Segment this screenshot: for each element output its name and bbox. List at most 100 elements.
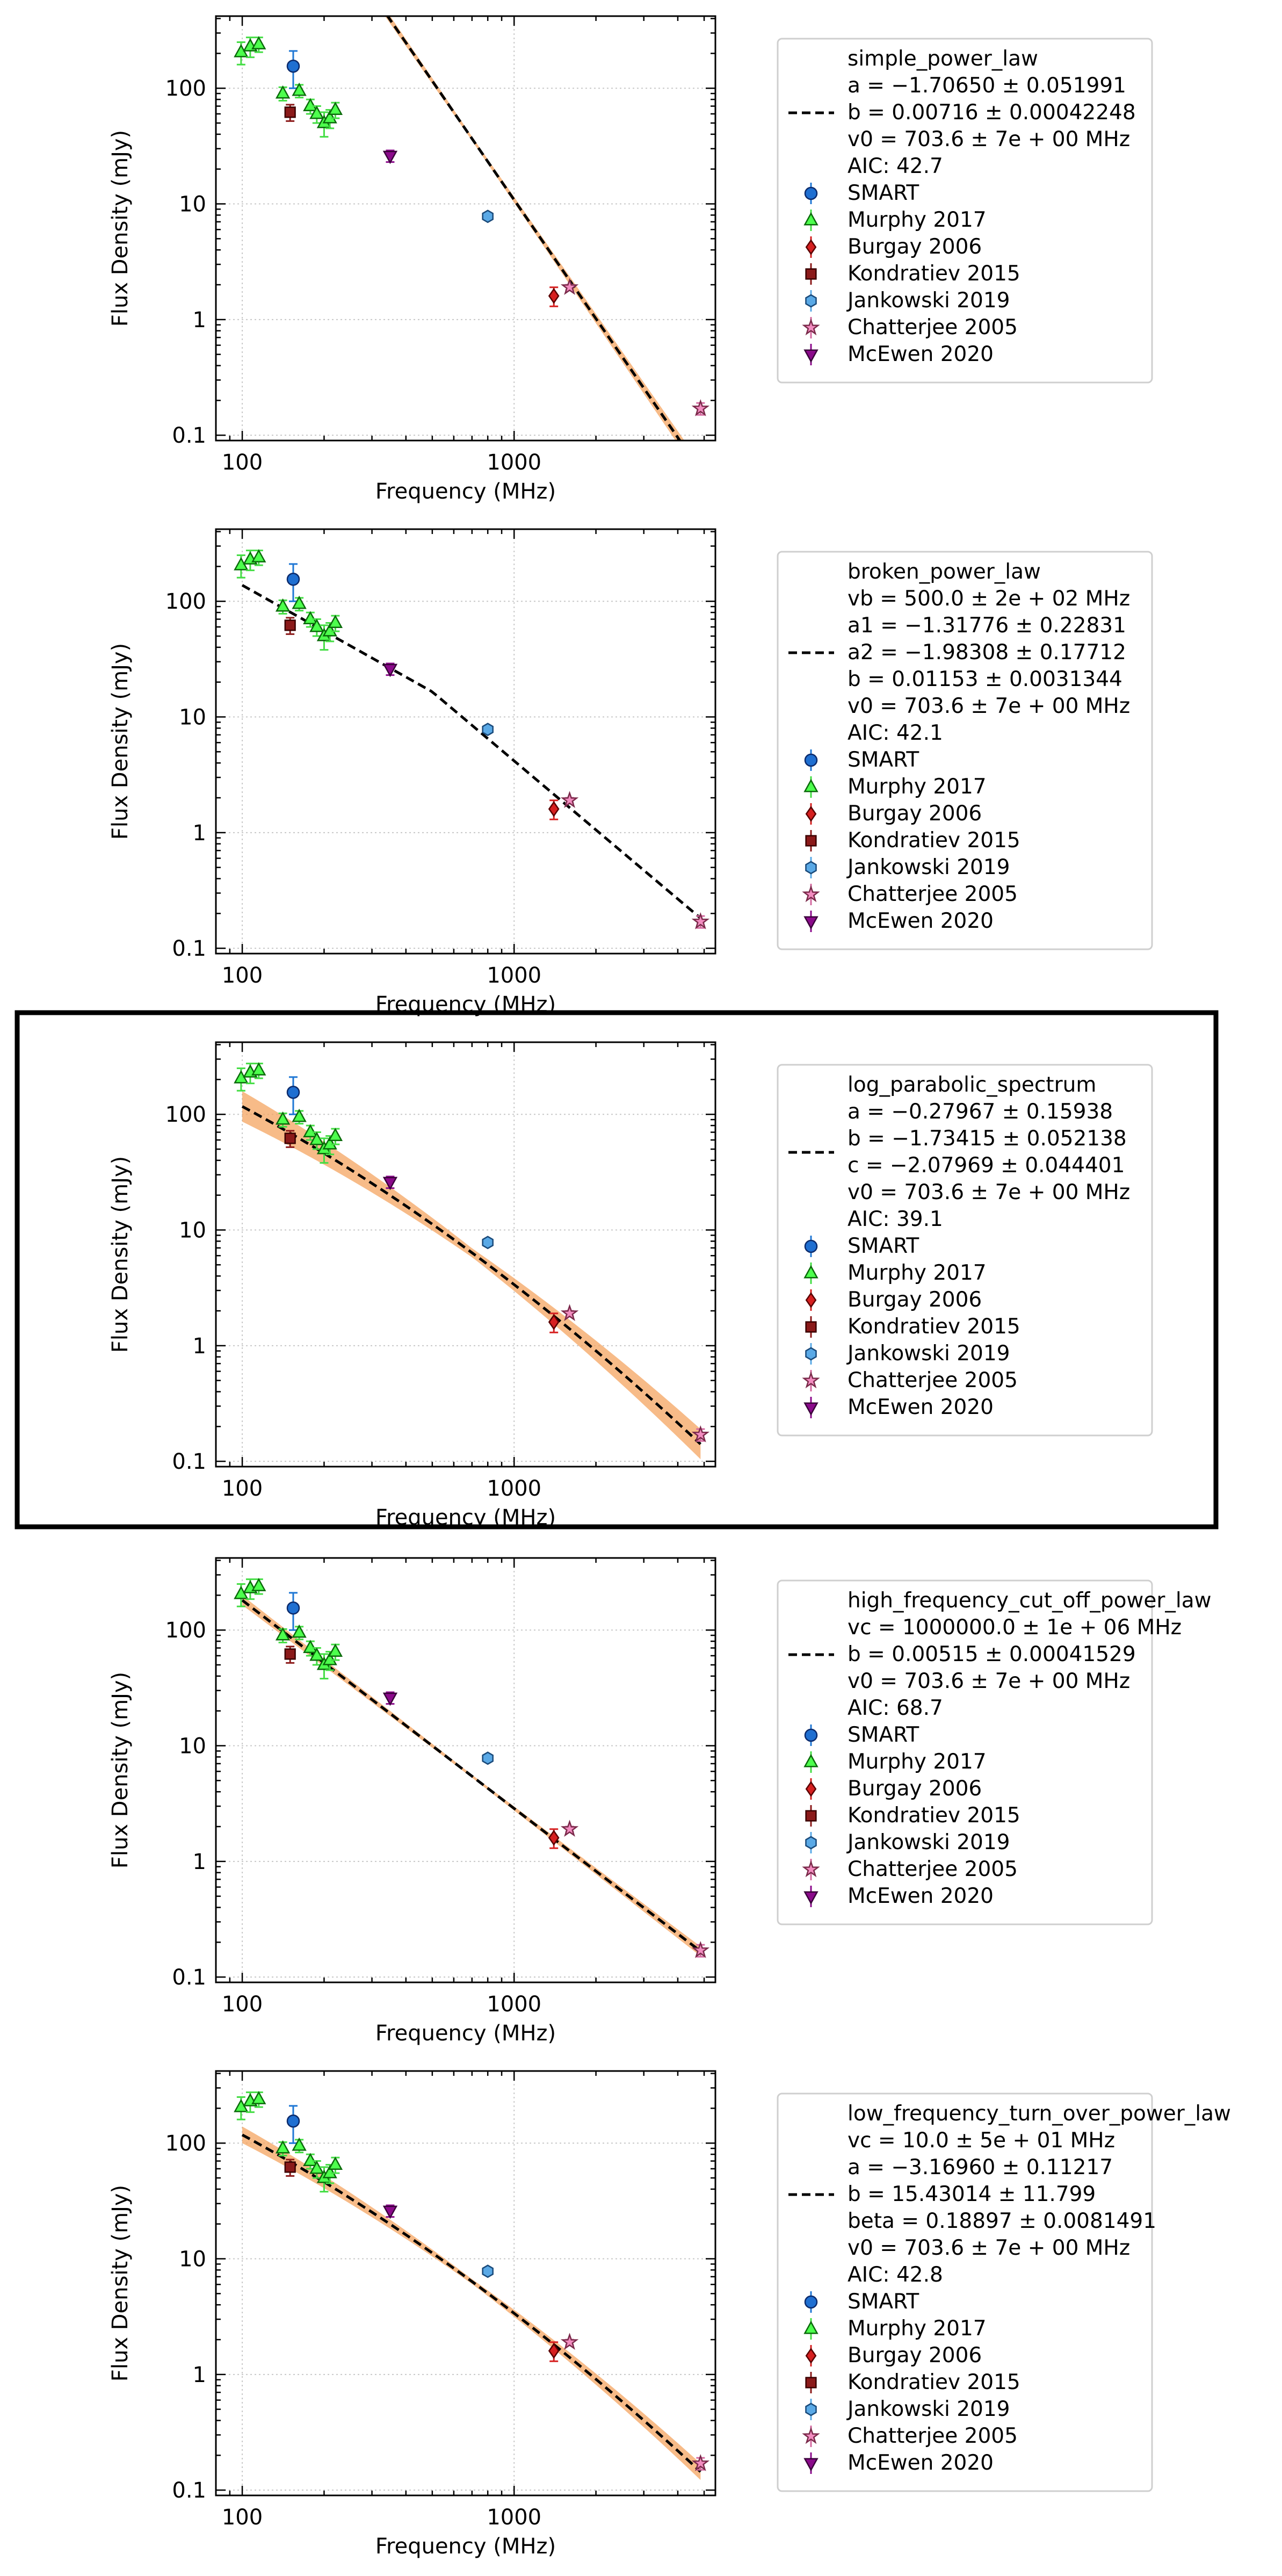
y-tick-label: 100 [165,76,206,101]
legend-entry-label: Jankowski 2019 [846,288,1010,313]
legend-fit-text: AIC: 42.1 [848,721,943,745]
legend-entry-label: McEwen 2020 [848,2451,994,2475]
legend-entry-label: McEwen 2020 [848,342,994,366]
data-point [322,2164,337,2178]
fit-uncertainty-band [385,16,685,441]
y-axis-label: Flux Density (mJy) [108,130,133,327]
data-point [303,1640,318,1654]
legend-entry-label: Murphy 2017 [848,775,987,799]
data-point [284,2161,296,2173]
legend-marker [805,806,817,822]
legend-marker [805,2402,817,2416]
data-point [548,1830,560,1846]
data-point [286,572,300,586]
legend-entry-label: McEwen 2020 [848,1884,994,1908]
y-tick-label: 10 [179,1218,206,1243]
x-tick-label: 1000 [487,963,541,988]
y-tick-label: 10 [179,705,206,730]
data-point [691,399,710,416]
data-point [322,1651,337,1665]
legend-marker [805,239,817,255]
legend-marker [805,1347,817,1361]
legend-fit-text: a = −0.27967 ± 0.15938 [848,1100,1113,1124]
data-point [292,82,307,96]
data-point [251,549,266,562]
y-axis-label: Flux Density (mJy) [108,2185,133,2382]
legend-entry-label: SMART [848,2290,919,2314]
x-tick-label: 1000 [487,450,541,475]
x-axis-label: Frequency (MHz) [375,479,556,504]
legend-box [777,38,1153,384]
legend-marker [803,1265,819,1279]
legend-box [777,1579,1153,1925]
legend-marker [804,186,818,200]
legend-marker [803,778,819,792]
data-point [275,85,291,99]
x-axis-label: Frequency (MHz) [375,2021,556,2046]
legend-fit-text: v0 = 703.6 ± 7e + 00 MHz [848,694,1130,718]
data-point [382,1177,398,1190]
data-point [251,1578,266,1591]
legend-fit-text: log_parabolic_spectrum [848,1073,1096,1097]
legend-fit-text: vb = 500.0 ± 2e + 02 MHz [848,587,1130,611]
axes-frame [215,2070,716,2496]
data-point [328,1643,343,1657]
data-point [303,98,318,112]
data-point [548,2343,560,2359]
legend-entry-label: Jankowski 2019 [846,1830,1010,1855]
legend-marker [805,835,817,847]
data-point [482,2264,494,2278]
data-point [560,1304,579,1322]
legend-fit-text: a = −1.70650 ± 0.051991 [848,74,1126,98]
legend-fit-text: a1 = −1.31776 ± 0.22831 [848,614,1126,638]
y-tick-label: 10 [179,192,206,217]
legend-fit-text: AIC: 39.1 [848,1207,943,1231]
legend-fit-text: vc = 1000000.0 ± 1e + 06 MHz [848,1615,1182,1640]
y-tick-label: 0.1 [172,936,206,961]
legend-entry-label: Jankowski 2019 [846,855,1010,879]
legend-marker [805,2348,817,2364]
fit-line [386,16,682,441]
data-point [560,2333,579,2350]
legend-marker [803,349,819,363]
legend-entry-label: Burgay 2006 [848,2343,982,2368]
legend-entry-label: Burgay 2006 [848,1288,982,1312]
y-axis-label: Flux Density (mJy) [108,643,133,840]
fit-line [241,584,701,919]
y-tick-label: 100 [165,589,206,614]
legend-fit-text: AIC: 42.8 [848,2263,943,2287]
legend-fit-text: beta = 0.18897 ± 0.0081491 [848,2209,1156,2233]
legend-marker [805,1810,817,1822]
data-point [251,1062,266,1076]
y-tick-label: 10 [179,1734,206,1759]
legend-entry-label: Chatterjee 2005 [848,2424,1018,2448]
data-point [482,723,494,737]
legend-marker [805,1292,817,1308]
legend-marker [803,2458,819,2472]
data-point [275,1111,291,1125]
legend-entry-label: Chatterjee 2005 [848,1857,1018,1881]
data-point [328,615,343,628]
legend-fit-text: a = −3.16960 ± 0.11217 [848,2155,1113,2180]
data-point [275,598,291,612]
legend-fit-text: b = −1.73415 ± 0.052138 [848,1127,1127,1151]
data-point [251,36,266,49]
fit-uncertainty-band [242,1091,701,1460]
legend-fit-text: b = 0.00515 ± 0.00041529 [848,1642,1136,1666]
legend-entry-label: Chatterjee 2005 [848,882,1018,906]
legend-marker [805,1321,817,1333]
x-axis-label: Frequency (MHz) [375,2534,556,2559]
x-tick-label: 100 [222,963,263,988]
data-point [482,210,494,223]
y-tick-label: 1 [193,2363,206,2387]
legend-fit-text: low_frequency_turn_over_power_law [848,2102,1231,2126]
data-point [303,2153,318,2167]
legend-marker [803,1754,819,1767]
data-point [560,791,579,809]
fit-line [241,2133,702,2473]
y-axis-label: Flux Density (mJy) [108,1156,133,1353]
data-point [382,2205,398,2219]
